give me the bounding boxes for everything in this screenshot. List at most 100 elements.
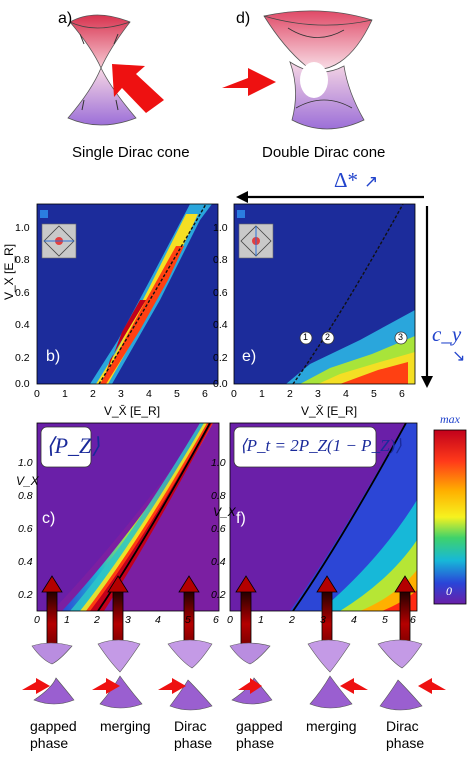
delta-symbol: Δ* xyxy=(334,168,359,192)
cone-gapped-left xyxy=(22,642,75,705)
phase-label-line: phase xyxy=(30,735,69,751)
point-label-3: 3 xyxy=(398,332,404,342)
tick-x-c: 0 xyxy=(34,614,40,626)
marked-points-e xyxy=(299,331,408,345)
tick-x-f: 4 xyxy=(351,614,357,626)
phase-label-gapped-right: gapped phase xyxy=(236,718,283,752)
cy-annotation: c_y xyxy=(432,322,461,347)
caption-single-dirac-cone: Single Dirac cone xyxy=(72,144,190,161)
phase-boundary-b xyxy=(98,204,207,384)
tick-y-b: 0.2 xyxy=(15,352,30,364)
phase-boundary-e xyxy=(292,204,404,384)
phase-label-merging-right: merging xyxy=(306,718,357,735)
tick-x-c: 2 xyxy=(94,614,100,626)
tick-x-f: 3 xyxy=(320,614,326,626)
panel-label-a: a) xyxy=(58,10,73,27)
colorbar-min-label: 0 xyxy=(446,584,452,598)
brillouin-inset-e xyxy=(238,223,274,259)
tick-x-e: 3 xyxy=(315,388,321,400)
tick-y-c: 1.0 xyxy=(18,457,33,469)
tick-x-e: 4 xyxy=(343,388,349,400)
delta-annotation: Δ* ↗ xyxy=(334,168,378,193)
tick-y-c: 0.4 xyxy=(18,556,33,568)
panel-label-b: b) xyxy=(46,348,61,365)
tick-x-b: 4 xyxy=(146,388,152,400)
phase-label-line: merging xyxy=(306,718,357,734)
tick-x-f: 2 xyxy=(289,614,295,626)
cy-arrow xyxy=(421,206,433,388)
tick-y-f: 0.6 xyxy=(211,523,226,535)
delta-arrow-icon: ↗ xyxy=(364,172,379,191)
formula-c: ⟨P_Z⟩ xyxy=(46,433,100,458)
tick-y-e: 0.2 xyxy=(213,352,228,364)
panel-label-e: e) xyxy=(242,348,257,365)
tick-y-e: 1.0 xyxy=(213,222,228,234)
heatmap-e xyxy=(233,203,416,385)
phase-label-line: phase xyxy=(386,735,425,751)
tick-x-c: 3 xyxy=(125,614,131,626)
colorbar xyxy=(433,429,467,605)
ylabel-b: V_X [E_R] xyxy=(2,243,16,300)
tick-x-e: 2 xyxy=(287,388,293,400)
tick-x-b: 1 xyxy=(62,388,68,400)
phase-boundary-f xyxy=(292,423,407,611)
cone-dirac-right xyxy=(377,639,446,711)
panel-label-d: d) xyxy=(236,10,251,27)
tick-y-c: 0.6 xyxy=(18,523,33,535)
xlabel-b: V_X̄ [E_R] xyxy=(104,404,161,418)
delta-arrow xyxy=(236,191,424,203)
tick-x-f: 1 xyxy=(258,614,264,626)
tick-x-b: 6 xyxy=(202,388,208,400)
tick-x-c: 1 xyxy=(64,614,70,626)
cy-symbol: c_y xyxy=(432,322,462,346)
tick-y-e: 0.8 xyxy=(213,254,228,266)
tick-x-f: 6 xyxy=(410,614,416,626)
phase-label-dirac-right: Dirac phase xyxy=(386,718,424,752)
tick-x-b: 2 xyxy=(90,388,96,400)
panel-label-c: c) xyxy=(42,510,56,527)
phase-label-merging-left: merging xyxy=(100,718,151,735)
phase-boundary-c xyxy=(97,423,211,611)
tick-x-b: 0 xyxy=(34,388,40,400)
cone-merging-left xyxy=(92,639,143,709)
tick-x-b: 3 xyxy=(118,388,124,400)
phase-label-line: phase xyxy=(174,735,213,751)
tick-x-f: 5 xyxy=(382,614,388,626)
tick-y-e: 0.6 xyxy=(213,287,228,299)
phase-label-line: phase xyxy=(236,735,275,751)
tick-x-e: 1 xyxy=(259,388,265,400)
single-dirac-cone-illustration xyxy=(67,14,137,126)
phase-label-line: Dirac xyxy=(174,718,207,734)
ylabel-c: V_X xyxy=(16,474,39,488)
tick-x-b: 5 xyxy=(174,388,180,400)
tick-y-f: 0.8 xyxy=(211,490,226,502)
tick-x-e: 0 xyxy=(231,388,237,400)
phase-label-dirac-left: Dirac phase xyxy=(174,718,212,752)
phase-label-line: gapped xyxy=(236,718,283,734)
panel-label-f: f) xyxy=(236,510,246,527)
point-label-1: 1 xyxy=(303,332,309,342)
tick-x-c: 4 xyxy=(155,614,161,626)
double-dirac-cone-illustration xyxy=(263,10,373,130)
phase-label-gapped-left: gapped phase xyxy=(30,718,77,752)
tick-y-b: 0.4 xyxy=(15,319,30,331)
tick-x-e: 5 xyxy=(371,388,377,400)
point-label-2: 2 xyxy=(325,332,331,342)
tick-y-b: 1.0 xyxy=(15,222,30,234)
tick-y-e: 0.0 xyxy=(213,378,228,390)
tick-y-b: 0.6 xyxy=(15,287,30,299)
red-arrow-a xyxy=(112,64,164,113)
bottom-cones xyxy=(22,639,446,711)
tick-y-f: 0.2 xyxy=(211,589,226,601)
cone-gapped-right xyxy=(229,642,273,705)
cone-dirac-left xyxy=(158,639,213,711)
xlabel-e: V_X̄ [E_R] xyxy=(301,404,358,418)
tick-y-e: 0.4 xyxy=(213,319,228,331)
tick-y-c: 0.2 xyxy=(18,589,33,601)
phase-arrow-4 xyxy=(235,575,257,659)
tick-y-c: 0.8 xyxy=(18,490,33,502)
colorbar-max-label: max xyxy=(440,412,460,426)
brillouin-inset-b xyxy=(41,223,77,259)
tick-y-b: 0.0 xyxy=(15,378,30,390)
